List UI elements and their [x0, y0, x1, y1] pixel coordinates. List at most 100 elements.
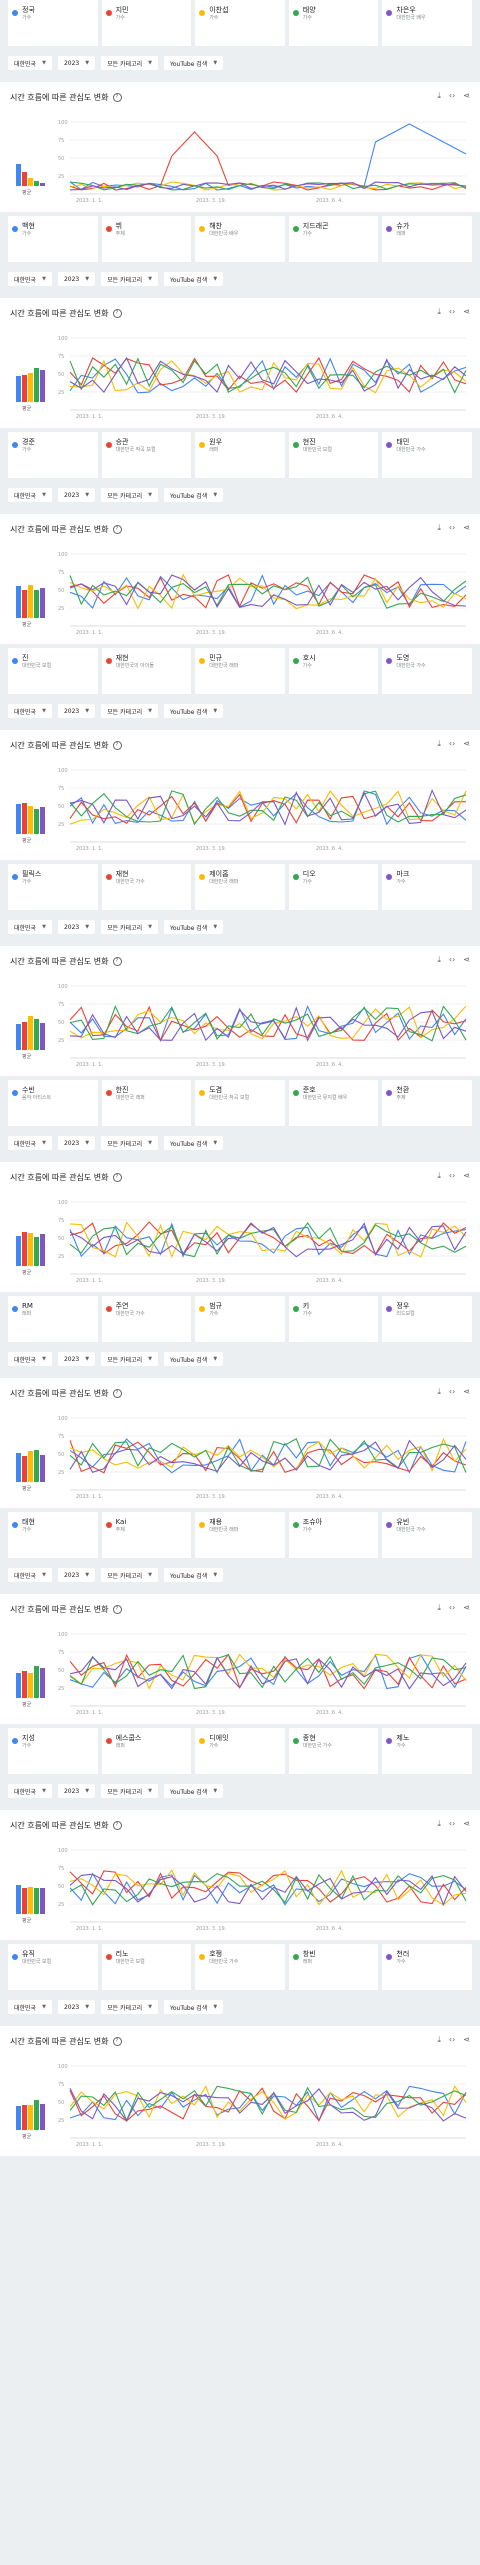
- embed-icon[interactable]: ‹›: [448, 739, 456, 748]
- help-icon[interactable]: ?: [112, 309, 122, 318]
- compare-term-chip[interactable]: 에스쿱스 래퍼: [101, 1728, 192, 1774]
- compare-term-chip[interactable]: 원우 래퍼: [195, 432, 285, 478]
- search-type-filter[interactable]: YouTube 검색 ▼: [163, 704, 224, 718]
- compare-term-chip[interactable]: 디에잇 가수: [195, 1728, 285, 1774]
- compare-term-chip[interactable]: 슈가 래퍼: [382, 216, 472, 262]
- share-icon[interactable]: ⋖: [463, 523, 470, 532]
- help-icon[interactable]: ?: [112, 1821, 122, 1830]
- download-icon[interactable]: ⤓: [437, 1387, 441, 1396]
- category-filter[interactable]: 모든 카테고리 ▼: [101, 488, 158, 502]
- compare-term-chip[interactable]: 태양 가수: [288, 0, 379, 46]
- compare-term-chip[interactable]: 재현 대한민국 가수: [101, 864, 192, 910]
- help-icon[interactable]: ?: [112, 957, 122, 966]
- compare-term-chip[interactable]: 범규 가수: [195, 1296, 285, 1342]
- compare-term-chip[interactable]: 주연 대한민국 가수: [101, 1296, 192, 1342]
- compare-term-chip[interactable]: 이찬섭 가수: [195, 0, 285, 46]
- interest-line-chart[interactable]: 100 75 50 25 2023. 1. 1. 2023. 3. 19. 2023. 6.…: [56, 544, 472, 638]
- compare-term-chip[interactable]: 종현 대한민국 가수: [288, 1728, 379, 1774]
- compare-term-chip[interactable]: 뷔 주제: [101, 216, 192, 262]
- help-icon[interactable]: ?: [112, 1173, 122, 1182]
- embed-icon[interactable]: ‹›: [448, 1603, 456, 1612]
- country-filter[interactable]: 대한민국 ▼: [8, 1784, 52, 1798]
- download-icon[interactable]: ⤓: [437, 1603, 441, 1612]
- download-icon[interactable]: ⤓: [437, 2035, 441, 2044]
- interest-line-chart[interactable]: 100 75 50 25 2023. 1. 1. 2023. 3. 19. 2023. 6.…: [56, 1192, 472, 1286]
- category-filter[interactable]: 모든 카테고리 ▼: [101, 1136, 158, 1150]
- interest-line-chart[interactable]: 100 75 50 25 2023. 1. 1. 2023. 3. 19. 2023. 6.…: [56, 976, 472, 1070]
- country-filter[interactable]: 대한민국 ▼: [8, 920, 52, 934]
- compare-term-chip[interactable]: 차은우 대한민국 배우: [382, 0, 472, 46]
- country-filter[interactable]: 대한민국 ▼: [8, 56, 52, 70]
- search-type-filter[interactable]: YouTube 검색 ▼: [163, 1352, 224, 1366]
- search-type-filter[interactable]: YouTube 검색 ▼: [163, 488, 224, 502]
- search-type-filter[interactable]: YouTube 검색 ▼: [163, 920, 224, 934]
- download-icon[interactable]: ⤓: [437, 1819, 441, 1828]
- interest-line-chart[interactable]: 100 75 50 25 2023. 1. 1. 2023. 3. 19. 2023. 6.…: [56, 1840, 472, 1934]
- embed-icon[interactable]: ‹›: [448, 955, 456, 964]
- interest-line-chart[interactable]: 100 75 50 25 2023. 1. 1. 2023. 3. 19. 2023. 6.…: [56, 328, 472, 422]
- category-filter[interactable]: 모든 카테고리 ▼: [101, 1784, 158, 1798]
- interest-line-chart[interactable]: 100 75 50 25 2023. 1. 1. 2023. 3. 19. 2023. 6.…: [56, 760, 472, 854]
- compare-term-chip[interactable]: 진 대한민국 보컬: [8, 648, 98, 694]
- year-filter[interactable]: 2023 ▼: [57, 488, 96, 502]
- embed-icon[interactable]: ‹›: [448, 91, 456, 100]
- year-filter[interactable]: 2023 ▼: [57, 920, 96, 934]
- country-filter[interactable]: 대한민국 ▼: [8, 704, 52, 718]
- compare-term-chip[interactable]: 승관 대한민국 작곡 보컬: [101, 432, 192, 478]
- category-filter[interactable]: 모든 카테고리 ▼: [101, 704, 158, 718]
- country-filter[interactable]: 대한민국 ▼: [8, 2000, 52, 2014]
- help-icon[interactable]: ?: [112, 93, 122, 102]
- help-icon[interactable]: ?: [112, 2037, 122, 2046]
- share-icon[interactable]: ⋖: [463, 1819, 470, 1828]
- country-filter[interactable]: 대한민국 ▼: [8, 1352, 52, 1366]
- year-filter[interactable]: 2023 ▼: [57, 1352, 96, 1366]
- compare-term-chip[interactable]: 백현 가수: [8, 216, 98, 262]
- compare-term-chip[interactable]: 키 가수: [288, 1296, 379, 1342]
- compare-term-chip[interactable]: 재현 대한민국의 아이돌: [101, 648, 192, 694]
- help-icon[interactable]: ?: [112, 525, 122, 534]
- share-icon[interactable]: ⋖: [463, 739, 470, 748]
- year-filter[interactable]: 2023 ▼: [57, 1568, 96, 1582]
- compare-term-chip[interactable]: 필릭스 가수: [8, 864, 98, 910]
- help-icon[interactable]: ?: [112, 1605, 122, 1614]
- year-filter[interactable]: 2023 ▼: [57, 1784, 96, 1798]
- compare-term-chip[interactable]: 제이홉 대한민국 래퍼: [195, 864, 285, 910]
- share-icon[interactable]: ⋖: [463, 955, 470, 964]
- category-filter[interactable]: 모든 카테고리 ▼: [101, 272, 158, 286]
- search-type-filter[interactable]: YouTube 검색 ▼: [163, 2000, 224, 2014]
- share-icon[interactable]: ⋖: [463, 1387, 470, 1396]
- compare-term-chip[interactable]: 도영 대한민국 가수: [382, 648, 472, 694]
- help-icon[interactable]: ?: [112, 1389, 122, 1398]
- embed-icon[interactable]: ‹›: [448, 2035, 456, 2044]
- download-icon[interactable]: ⤓: [437, 91, 441, 100]
- embed-icon[interactable]: ‹›: [448, 1819, 456, 1828]
- compare-term-chip[interactable]: 리노 대한민국 보컬: [101, 1944, 192, 1990]
- interest-line-chart[interactable]: 100 75 50 25 2023. 1. 1. 2023. 3. 19. 2023. 6.…: [56, 1624, 472, 1718]
- embed-icon[interactable]: ‹›: [448, 307, 456, 316]
- category-filter[interactable]: 모든 카테고리 ▼: [101, 1352, 158, 1366]
- year-filter[interactable]: 2023 ▼: [57, 56, 96, 70]
- share-icon[interactable]: ⋖: [463, 2035, 470, 2044]
- interest-line-chart[interactable]: 100 75 50 25 2023. 1. 1. 2023. 3. 19. 2023. 6.…: [56, 112, 472, 206]
- year-filter[interactable]: 2023 ▼: [57, 272, 96, 286]
- share-icon[interactable]: ⋖: [463, 307, 470, 316]
- interest-line-chart[interactable]: 100 75 50 25 2023. 1. 1. 2023. 3. 19. 2023. 6.…: [56, 2056, 472, 2150]
- compare-term-chip[interactable]: 도겸 대한민국 작곡 보컬: [195, 1080, 285, 1126]
- compare-term-chip[interactable]: 지드래곤 가수: [288, 216, 379, 262]
- compare-term-chip[interactable]: 해찬 대한민국 배우: [195, 216, 285, 262]
- download-icon[interactable]: ⤓: [437, 523, 441, 532]
- compare-term-chip[interactable]: 제노 가수: [382, 1728, 472, 1774]
- compare-term-chip[interactable]: 정우 리드보컬: [382, 1296, 472, 1342]
- search-type-filter[interactable]: YouTube 검색 ▼: [163, 1136, 224, 1150]
- compare-term-chip[interactable]: 현진 대한민국 보컬: [288, 432, 379, 478]
- compare-term-chip[interactable]: 민규 대한민국 래퍼: [195, 648, 285, 694]
- compare-term-chip[interactable]: 호시 가수: [288, 648, 379, 694]
- country-filter[interactable]: 대한민국 ▼: [8, 272, 52, 286]
- compare-term-chip[interactable]: 천러 가수: [382, 1944, 472, 1990]
- embed-icon[interactable]: ‹›: [448, 1171, 456, 1180]
- compare-term-chip[interactable]: 디오 가수: [288, 864, 379, 910]
- embed-icon[interactable]: ‹›: [448, 1387, 456, 1396]
- compare-term-chip[interactable]: 천환 주제: [382, 1080, 472, 1126]
- compare-term-chip[interactable]: 마크 가수: [382, 864, 472, 910]
- compare-term-chip[interactable]: 태민 대한민국 가수: [382, 432, 472, 478]
